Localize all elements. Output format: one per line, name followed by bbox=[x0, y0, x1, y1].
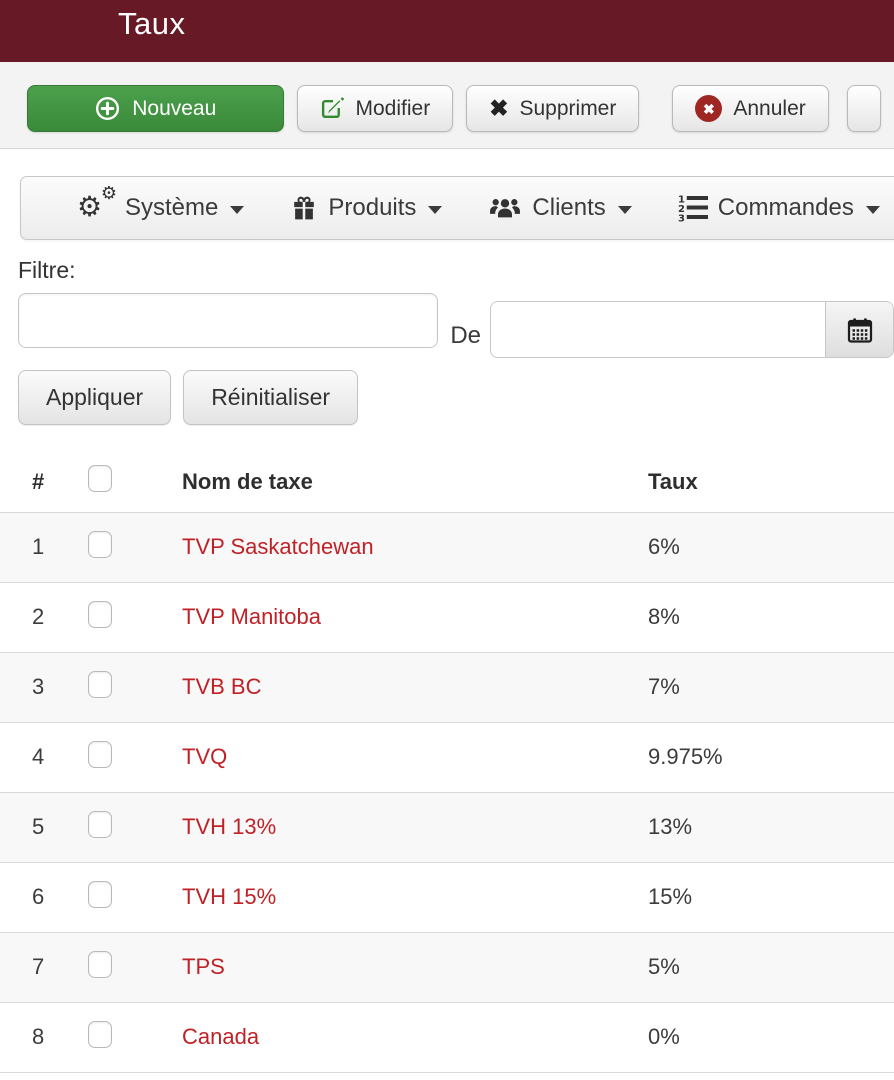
tax-rate: 13% bbox=[648, 814, 693, 839]
nouveau-label: Nouveau bbox=[132, 96, 217, 120]
svg-text:3: 3 bbox=[678, 214, 685, 224]
plus-circle-icon bbox=[94, 95, 121, 122]
modifier-button[interactable]: Modifier bbox=[296, 85, 454, 132]
annuler-label: Annuler bbox=[733, 96, 806, 120]
row-checkbox[interactable] bbox=[88, 600, 112, 628]
tax-rate: 5% bbox=[648, 954, 680, 979]
filter-actions: Appliquer Réinitialiser bbox=[18, 370, 894, 425]
row-number: 8 bbox=[32, 1024, 45, 1049]
supprimer-label: Supprimer bbox=[519, 96, 617, 120]
date-input[interactable] bbox=[491, 302, 825, 357]
menu-item-produits[interactable]: Produits bbox=[290, 194, 443, 222]
svg-text:2: 2 bbox=[678, 204, 685, 215]
svg-text:1: 1 bbox=[678, 195, 685, 206]
menu-item-systeme[interactable]: ⚙ ⚙ Système bbox=[77, 183, 245, 225]
chevron-down-icon bbox=[428, 205, 443, 214]
tax-rate: 8% bbox=[648, 604, 680, 629]
table-row: 2 TVP Manitoba 8% bbox=[0, 582, 894, 652]
tax-name-link[interactable]: TPS bbox=[182, 954, 225, 979]
row-number: 6 bbox=[32, 884, 45, 909]
chevron-down-icon bbox=[865, 205, 880, 214]
calendar-icon bbox=[845, 315, 875, 345]
column-header-rate: Taux bbox=[648, 468, 698, 494]
filter-input[interactable] bbox=[18, 293, 439, 348]
reset-button[interactable]: Réinitialiser bbox=[183, 370, 359, 425]
tax-name-link[interactable]: TVP Manitoba bbox=[182, 604, 322, 629]
table-row: 7 TPS 5% bbox=[0, 932, 894, 1002]
row-checkbox[interactable] bbox=[88, 810, 112, 838]
tax-table: # Nom de taxe Taux 1 TVP Saskatchewan 6%… bbox=[0, 452, 894, 1073]
modifier-label: Modifier bbox=[355, 96, 431, 120]
chevron-down-icon bbox=[230, 205, 245, 214]
row-checkbox[interactable] bbox=[88, 530, 112, 558]
partial-button[interactable] bbox=[846, 85, 881, 132]
row-checkbox[interactable] bbox=[88, 1020, 112, 1048]
tax-rate: 6% bbox=[648, 534, 680, 559]
tax-rate: 15% bbox=[648, 884, 693, 909]
users-icon bbox=[488, 194, 522, 222]
menu-label-commandes: Commandes bbox=[717, 194, 854, 221]
table-row: 6 TVH 15% 15% bbox=[0, 862, 894, 932]
nouveau-button[interactable]: Nouveau bbox=[27, 85, 284, 132]
tax-name-link[interactable]: TVH 15% bbox=[182, 884, 277, 909]
menu-item-clients[interactable]: Clients bbox=[488, 194, 632, 222]
edit-icon bbox=[320, 96, 345, 121]
table-row: 8 Canada 0% bbox=[0, 1002, 894, 1072]
tax-rate: 9.975% bbox=[648, 744, 723, 769]
annuler-button[interactable]: ✖ Annuler bbox=[672, 85, 829, 132]
table-row: 3 TVB BC 7% bbox=[0, 652, 894, 722]
filter-label: Filtre: bbox=[18, 257, 76, 283]
gift-icon bbox=[290, 194, 318, 222]
app-header: Taux bbox=[0, 0, 894, 62]
x-icon: ✖ bbox=[489, 95, 509, 121]
row-number: 3 bbox=[32, 674, 45, 699]
column-header-num: # bbox=[32, 468, 45, 494]
row-number: 1 bbox=[32, 534, 45, 559]
tax-name-link[interactable]: TVP Saskatchewan bbox=[182, 534, 374, 559]
supprimer-button[interactable]: ✖ Supprimer bbox=[466, 85, 640, 132]
row-checkbox[interactable] bbox=[88, 950, 112, 978]
tax-rate: 7% bbox=[648, 674, 680, 699]
de-label: De bbox=[450, 322, 481, 349]
row-checkbox[interactable] bbox=[88, 880, 112, 908]
calendar-button[interactable] bbox=[825, 302, 893, 357]
menu-label-clients: Clients bbox=[532, 194, 606, 221]
filter-row: De bbox=[18, 293, 894, 358]
tax-name-link[interactable]: Canada bbox=[182, 1024, 260, 1049]
row-number: 4 bbox=[32, 744, 45, 769]
menu-label-produits: Produits bbox=[328, 194, 417, 221]
tax-name-link[interactable]: TVQ bbox=[182, 744, 228, 769]
select-all-checkbox[interactable] bbox=[88, 465, 112, 493]
table-row: 1 TVP Saskatchewan 6% bbox=[0, 512, 894, 582]
column-header-name: Nom de taxe bbox=[182, 468, 313, 494]
cancel-circle-icon: ✖ bbox=[695, 95, 723, 122]
row-number: 7 bbox=[32, 954, 45, 979]
row-number: 5 bbox=[32, 814, 45, 839]
table-row: 5 TVH 13% 13% bbox=[0, 792, 894, 862]
gears-icon: ⚙ ⚙ bbox=[77, 183, 117, 222]
table-row: 4 TVQ 9.975% bbox=[0, 722, 894, 792]
toolbar: Nouveau Modifier ✖ Supprimer ✖ Annuler bbox=[0, 62, 894, 149]
row-number: 2 bbox=[32, 604, 45, 629]
table-header-row: # Nom de taxe Taux bbox=[0, 452, 894, 512]
tax-name-link[interactable]: TVB BC bbox=[182, 674, 262, 699]
chevron-down-icon bbox=[617, 205, 632, 214]
apply-button[interactable]: Appliquer bbox=[18, 370, 172, 425]
menu-label-systeme: Système bbox=[125, 194, 219, 221]
page-title: Taux bbox=[118, 6, 186, 41]
row-checkbox[interactable] bbox=[88, 670, 112, 698]
tax-name-link[interactable]: TVH 13% bbox=[182, 814, 277, 839]
tax-rate: 0% bbox=[648, 1024, 680, 1049]
date-field-group bbox=[490, 301, 894, 358]
row-checkbox[interactable] bbox=[88, 740, 112, 768]
filter-section: Filtre: De Appliquer Réinitialiser bbox=[0, 240, 894, 425]
